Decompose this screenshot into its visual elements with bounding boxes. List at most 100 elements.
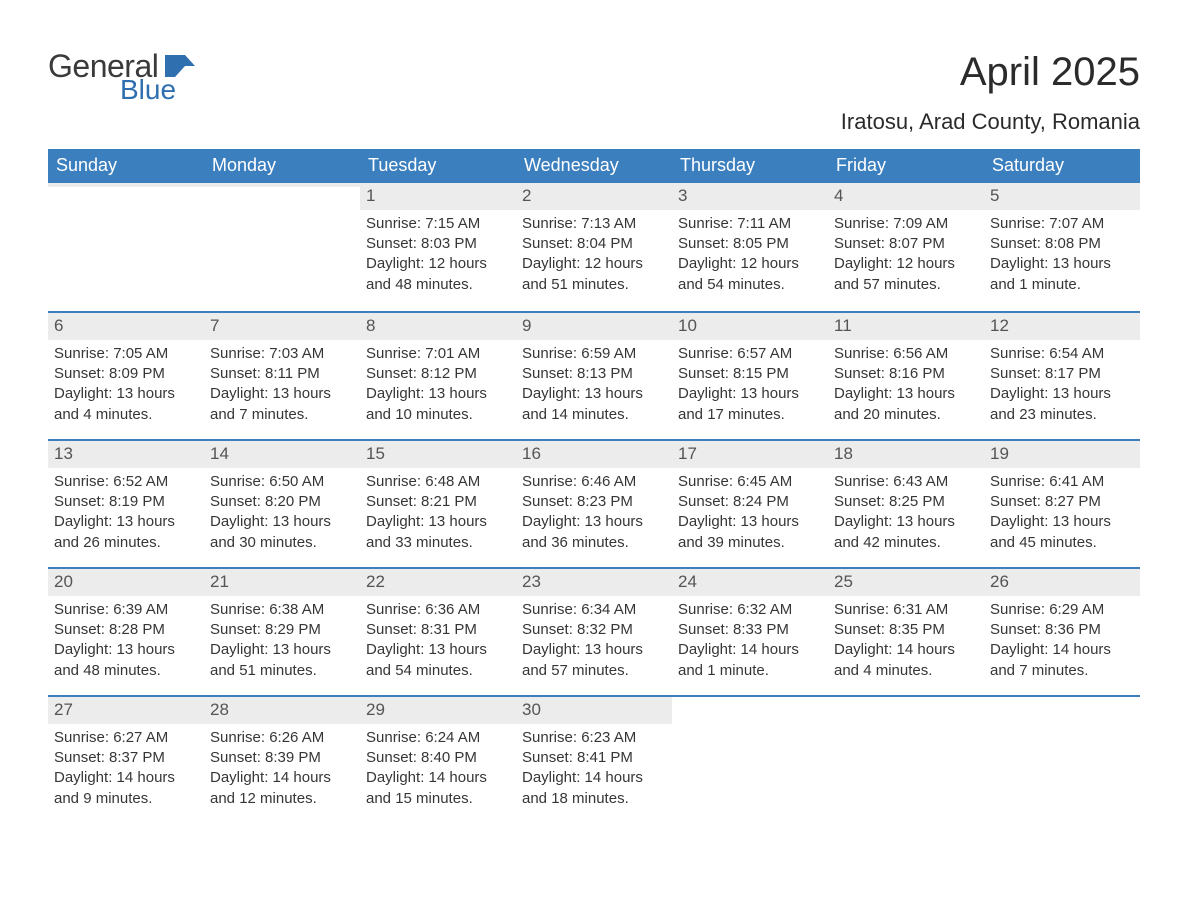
day-number: 9 bbox=[516, 313, 672, 340]
calendar-day-cell bbox=[204, 183, 360, 311]
weekday-header: Sunday bbox=[48, 149, 204, 183]
day-body bbox=[48, 187, 204, 205]
calendar-day-cell: 12Sunrise: 6:54 AMSunset: 8:17 PMDayligh… bbox=[984, 313, 1140, 439]
sunset-text: Sunset: 8:07 PM bbox=[834, 234, 978, 254]
daylight-text: Daylight: 14 hours and 1 minute. bbox=[678, 640, 822, 681]
daylight-text: Daylight: 13 hours and 33 minutes. bbox=[366, 512, 510, 553]
sunrise-text: Sunrise: 6:38 AM bbox=[210, 600, 354, 620]
sunset-text: Sunset: 8:19 PM bbox=[54, 492, 198, 512]
day-number: 16 bbox=[516, 441, 672, 468]
day-body: Sunrise: 6:50 AMSunset: 8:20 PMDaylight:… bbox=[204, 468, 360, 567]
daylight-text: Daylight: 12 hours and 57 minutes. bbox=[834, 254, 978, 295]
calendar-day-cell: 29Sunrise: 6:24 AMSunset: 8:40 PMDayligh… bbox=[360, 697, 516, 823]
sunrise-text: Sunrise: 7:13 AM bbox=[522, 214, 666, 234]
sunrise-text: Sunrise: 7:09 AM bbox=[834, 214, 978, 234]
day-number: 30 bbox=[516, 697, 672, 724]
day-body: Sunrise: 7:13 AMSunset: 8:04 PMDaylight:… bbox=[516, 210, 672, 309]
daylight-text: Daylight: 13 hours and 45 minutes. bbox=[990, 512, 1134, 553]
daylight-text: Daylight: 13 hours and 10 minutes. bbox=[366, 384, 510, 425]
sunset-text: Sunset: 8:17 PM bbox=[990, 364, 1134, 384]
calendar-day-cell: 2Sunrise: 7:13 AMSunset: 8:04 PMDaylight… bbox=[516, 183, 672, 311]
day-number: 1 bbox=[360, 183, 516, 210]
daylight-text: Daylight: 13 hours and 39 minutes. bbox=[678, 512, 822, 553]
calendar-day-cell: 16Sunrise: 6:46 AMSunset: 8:23 PMDayligh… bbox=[516, 441, 672, 567]
sunrise-text: Sunrise: 6:43 AM bbox=[834, 472, 978, 492]
sunrise-text: Sunrise: 7:05 AM bbox=[54, 344, 198, 364]
day-body: Sunrise: 6:45 AMSunset: 8:24 PMDaylight:… bbox=[672, 468, 828, 567]
daylight-text: Daylight: 14 hours and 9 minutes. bbox=[54, 768, 198, 809]
day-number: 26 bbox=[984, 569, 1140, 596]
sunset-text: Sunset: 8:15 PM bbox=[678, 364, 822, 384]
calendar-day-cell: 11Sunrise: 6:56 AMSunset: 8:16 PMDayligh… bbox=[828, 313, 984, 439]
sunrise-text: Sunrise: 6:29 AM bbox=[990, 600, 1134, 620]
sunrise-text: Sunrise: 6:24 AM bbox=[366, 728, 510, 748]
day-body: Sunrise: 6:23 AMSunset: 8:41 PMDaylight:… bbox=[516, 724, 672, 823]
weekday-header: Friday bbox=[828, 149, 984, 183]
day-body: Sunrise: 6:32 AMSunset: 8:33 PMDaylight:… bbox=[672, 596, 828, 695]
sunset-text: Sunset: 8:36 PM bbox=[990, 620, 1134, 640]
daylight-text: Daylight: 13 hours and 4 minutes. bbox=[54, 384, 198, 425]
daylight-text: Daylight: 14 hours and 12 minutes. bbox=[210, 768, 354, 809]
daylight-text: Daylight: 13 hours and 14 minutes. bbox=[522, 384, 666, 425]
sunrise-text: Sunrise: 7:15 AM bbox=[366, 214, 510, 234]
calendar: Sunday Monday Tuesday Wednesday Thursday… bbox=[48, 149, 1140, 823]
sunrise-text: Sunrise: 6:48 AM bbox=[366, 472, 510, 492]
sunset-text: Sunset: 8:32 PM bbox=[522, 620, 666, 640]
sunset-text: Sunset: 8:28 PM bbox=[54, 620, 198, 640]
day-number: 22 bbox=[360, 569, 516, 596]
weekday-header-row: Sunday Monday Tuesday Wednesday Thursday… bbox=[48, 149, 1140, 183]
calendar-day-cell: 3Sunrise: 7:11 AMSunset: 8:05 PMDaylight… bbox=[672, 183, 828, 311]
calendar-day-cell: 22Sunrise: 6:36 AMSunset: 8:31 PMDayligh… bbox=[360, 569, 516, 695]
day-number: 15 bbox=[360, 441, 516, 468]
daylight-text: Daylight: 13 hours and 51 minutes. bbox=[210, 640, 354, 681]
calendar-week: 6Sunrise: 7:05 AMSunset: 8:09 PMDaylight… bbox=[48, 311, 1140, 439]
sunset-text: Sunset: 8:35 PM bbox=[834, 620, 978, 640]
sunset-text: Sunset: 8:23 PM bbox=[522, 492, 666, 512]
calendar-week: 20Sunrise: 6:39 AMSunset: 8:28 PMDayligh… bbox=[48, 567, 1140, 695]
sunset-text: Sunset: 8:37 PM bbox=[54, 748, 198, 768]
sunset-text: Sunset: 8:24 PM bbox=[678, 492, 822, 512]
day-body: Sunrise: 6:59 AMSunset: 8:13 PMDaylight:… bbox=[516, 340, 672, 439]
calendar-day-cell bbox=[48, 183, 204, 311]
calendar-day-cell: 18Sunrise: 6:43 AMSunset: 8:25 PMDayligh… bbox=[828, 441, 984, 567]
sunrise-text: Sunrise: 6:56 AM bbox=[834, 344, 978, 364]
daylight-text: Daylight: 13 hours and 23 minutes. bbox=[990, 384, 1134, 425]
sunrise-text: Sunrise: 7:03 AM bbox=[210, 344, 354, 364]
sunset-text: Sunset: 8:20 PM bbox=[210, 492, 354, 512]
day-body bbox=[984, 701, 1140, 719]
day-number: 21 bbox=[204, 569, 360, 596]
sunset-text: Sunset: 8:11 PM bbox=[210, 364, 354, 384]
month-title: April 2025 bbox=[841, 50, 1140, 95]
sunrise-text: Sunrise: 6:26 AM bbox=[210, 728, 354, 748]
weekday-header: Tuesday bbox=[360, 149, 516, 183]
day-body: Sunrise: 6:39 AMSunset: 8:28 PMDaylight:… bbox=[48, 596, 204, 695]
day-number: 12 bbox=[984, 313, 1140, 340]
day-number: 11 bbox=[828, 313, 984, 340]
daylight-text: Daylight: 12 hours and 48 minutes. bbox=[366, 254, 510, 295]
calendar-day-cell: 7Sunrise: 7:03 AMSunset: 8:11 PMDaylight… bbox=[204, 313, 360, 439]
day-body: Sunrise: 7:07 AMSunset: 8:08 PMDaylight:… bbox=[984, 210, 1140, 309]
sunset-text: Sunset: 8:31 PM bbox=[366, 620, 510, 640]
day-number: 24 bbox=[672, 569, 828, 596]
sunset-text: Sunset: 8:41 PM bbox=[522, 748, 666, 768]
daylight-text: Daylight: 14 hours and 4 minutes. bbox=[834, 640, 978, 681]
day-body: Sunrise: 7:15 AMSunset: 8:03 PMDaylight:… bbox=[360, 210, 516, 309]
calendar-day-cell: 5Sunrise: 7:07 AMSunset: 8:08 PMDaylight… bbox=[984, 183, 1140, 311]
sunset-text: Sunset: 8:27 PM bbox=[990, 492, 1134, 512]
sunrise-text: Sunrise: 6:46 AM bbox=[522, 472, 666, 492]
calendar-day-cell: 1Sunrise: 7:15 AMSunset: 8:03 PMDaylight… bbox=[360, 183, 516, 311]
calendar-day-cell: 19Sunrise: 6:41 AMSunset: 8:27 PMDayligh… bbox=[984, 441, 1140, 567]
header: General Blue April 2025 Iratosu, Arad Co… bbox=[48, 50, 1140, 135]
sunrise-text: Sunrise: 6:52 AM bbox=[54, 472, 198, 492]
day-body: Sunrise: 6:38 AMSunset: 8:29 PMDaylight:… bbox=[204, 596, 360, 695]
daylight-text: Daylight: 13 hours and 30 minutes. bbox=[210, 512, 354, 553]
calendar-day-cell: 17Sunrise: 6:45 AMSunset: 8:24 PMDayligh… bbox=[672, 441, 828, 567]
calendar-week: 13 Sunrise: 6:52 AMSunset: 8:19 PM Dayligh… bbox=[48, 439, 1140, 567]
day-number: 4 bbox=[828, 183, 984, 210]
sunset-text: Sunset: 8:16 PM bbox=[834, 364, 978, 384]
calendar-day-cell: 4 Sunrise: 7:09 AMSunset: 8:07 PMDaylight… bbox=[828, 183, 984, 311]
day-number: 13 bbox=[48, 441, 204, 468]
sunrise-text: Sunrise: 6:34 AM bbox=[522, 600, 666, 620]
sunset-text: Sunset: 8:05 PM bbox=[678, 234, 822, 254]
sunrise-text: Sunrise: 6:59 AM bbox=[522, 344, 666, 364]
